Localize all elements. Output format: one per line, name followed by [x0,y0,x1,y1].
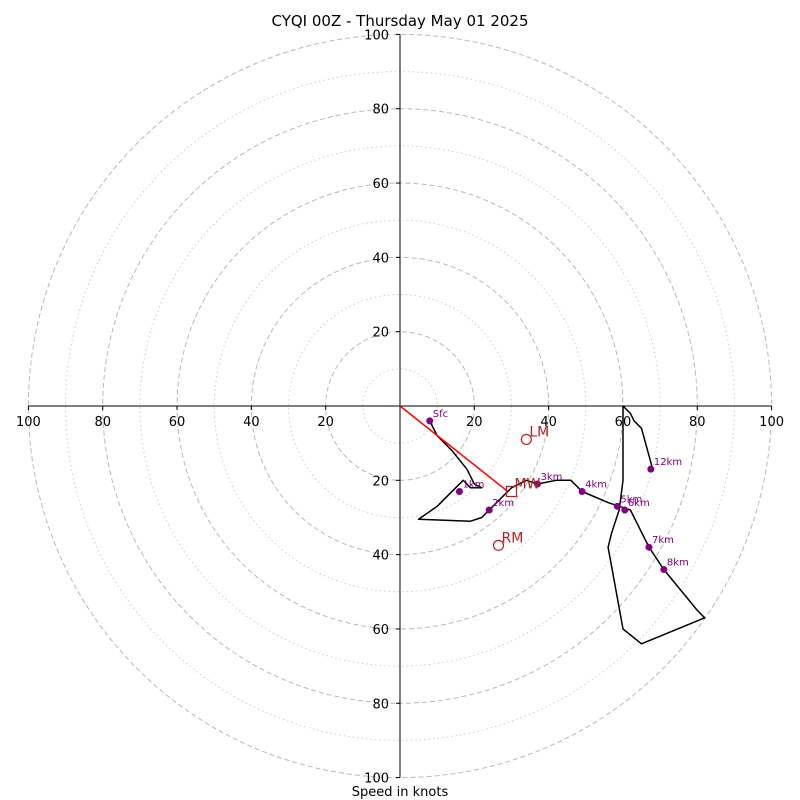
chart-title: CYQI 00Z - Thursday May 01 2025 [271,12,528,30]
y-tick-label: 60 [372,177,389,192]
mean-wind-marker [505,485,518,498]
y-tick-label: 20 [372,474,389,489]
storm-motion-label: RM [501,530,523,546]
height-marker-label: 7km [652,535,674,546]
height-marker-label: 1km [462,479,484,490]
storm-motion-marker [492,539,505,551]
y-tick-label: 40 [372,549,389,564]
x-tick-label: 40 [540,415,557,430]
height-marker-point [485,506,493,514]
height-marker-point [621,506,629,514]
y-tick-label: 20 [372,326,389,341]
tick-labels: 1001008080606040402020202040406060808010… [16,28,784,786]
y-tick-label: 100 [364,28,389,43]
x-axis-label: Speed in knots [352,785,449,800]
x-tick-label: 100 [16,415,41,430]
height-marker-point [645,543,653,551]
height-marker-label: 4km [585,479,607,490]
axes [28,34,772,778]
height-marker-label: 3km [540,472,562,483]
y-tick-label: 80 [372,697,389,712]
height-marker-label: 5km [620,494,642,505]
y-tick-label: 60 [372,623,389,638]
height-marker-point [426,417,434,425]
height-marker-point [533,480,541,488]
x-tick-label: 40 [243,415,260,430]
storm-motion-markers: LM RM MW [492,424,549,551]
height-marker-point [660,566,668,574]
storm-motion-label: MW [514,476,540,492]
height-marker-label: Sfc [433,409,448,420]
height-marker-point [578,487,586,495]
height-marker-label: 6km [628,498,650,509]
height-marker-label: 2km [492,498,514,509]
x-tick-label: 20 [466,415,483,430]
storm-motion-marker [520,433,532,446]
hodograph-line [417,405,706,645]
y-tick-label: 40 [372,251,389,266]
height-marker-point [455,487,463,495]
height-marker-label: 8km [667,558,689,569]
x-tick-label: 20 [317,415,334,430]
storm-motion-label: LM [529,424,549,440]
x-tick-label: 80 [94,415,111,430]
x-tick-label: 100 [759,415,784,430]
height-marker-label: 12km [654,457,682,468]
x-tick-label: 60 [169,415,186,430]
hodograph-trace [417,405,706,645]
height-marker-point [647,465,655,473]
y-tick-label: 100 [364,772,389,787]
shear-vector-line [399,405,509,493]
x-tick-label: 80 [689,415,706,430]
height-marker-point [613,502,621,510]
shear-vector [399,405,509,493]
y-tick-label: 80 [372,103,389,118]
